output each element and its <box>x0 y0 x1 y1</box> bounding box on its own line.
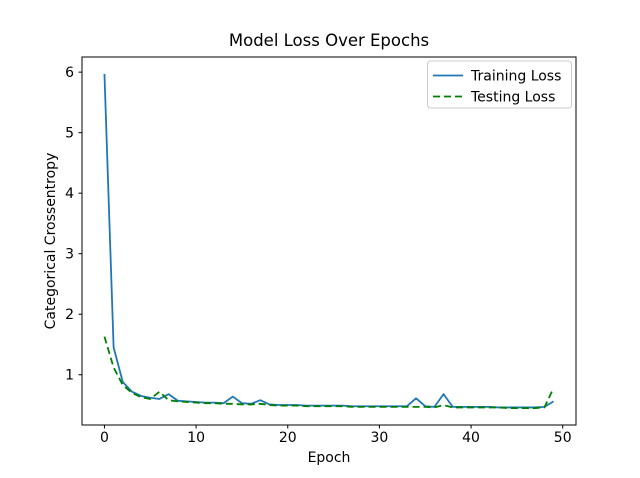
y-tick-label: 3 <box>65 247 74 263</box>
legend-testing-label: Testing Loss <box>470 90 555 106</box>
legend: Training Loss Testing Loss <box>427 60 572 109</box>
x-axis-label: Epoch <box>308 450 351 466</box>
chart-title: Model Loss Over Epochs <box>229 31 429 50</box>
legend-training-label: Training Loss <box>470 69 561 85</box>
testing-loss-line <box>103 336 555 409</box>
y-tick-label: 2 <box>65 307 74 323</box>
x-tick-label: 0 <box>100 430 109 446</box>
x-tick-label: 20 <box>279 430 297 446</box>
y-tick-label: 5 <box>65 125 74 141</box>
y-tick-label: 4 <box>65 186 74 202</box>
y-axis-label: Categorical Crossentropy <box>43 153 59 330</box>
x-tick-label: 10 <box>187 430 205 446</box>
plot-area <box>81 56 577 426</box>
x-tick-label: 30 <box>370 430 388 446</box>
y-tick-label: 1 <box>65 368 74 384</box>
x-tick-label: 50 <box>554 430 572 446</box>
series-lines <box>103 73 555 409</box>
legend-box <box>427 60 572 109</box>
y-tick-label: 6 <box>65 65 74 81</box>
x-axis-ticks: 0 10 20 30 40 50 <box>100 425 572 446</box>
y-axis-ticks: 1 2 3 4 5 6 <box>65 65 82 384</box>
x-tick-label: 40 <box>462 430 480 446</box>
